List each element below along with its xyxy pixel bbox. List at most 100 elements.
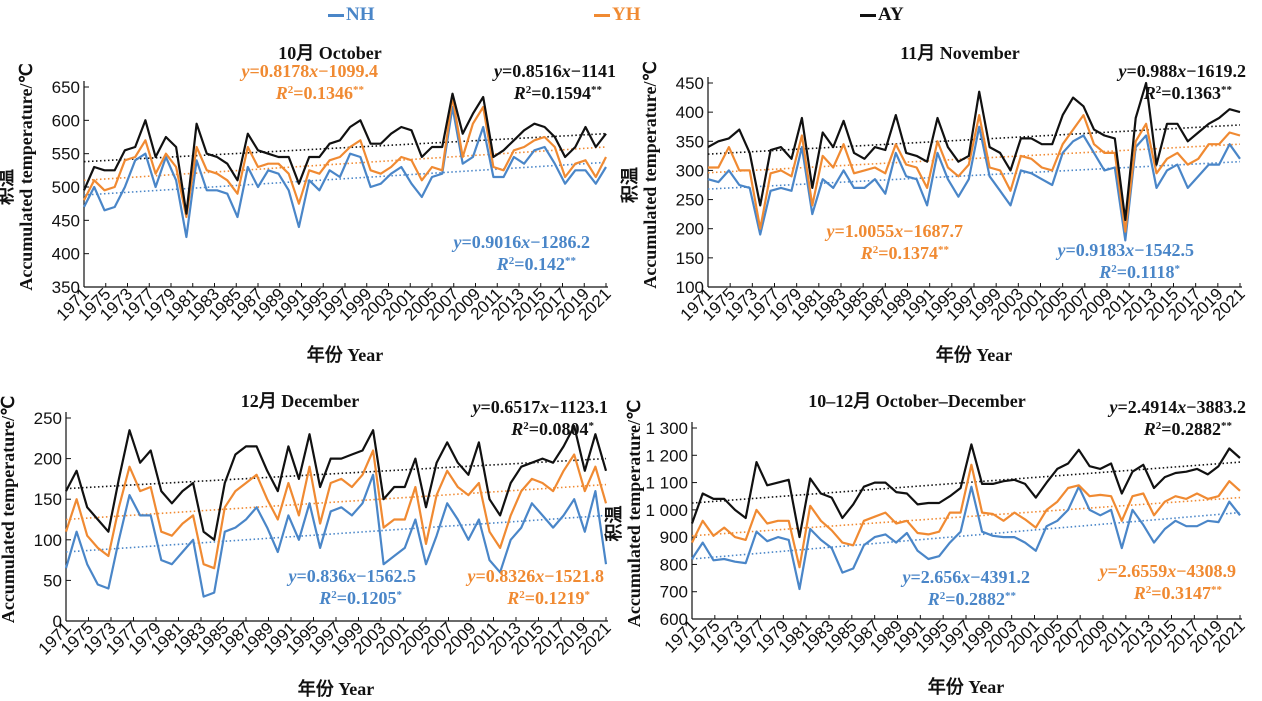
y-axis-title-en: Accumulated temperature/℃ — [624, 400, 644, 627]
regression-r2-yh: R2=0.3147** — [1133, 583, 1223, 603]
y-tick-label: 1 200 — [645, 446, 688, 465]
regression-equation-ay: y=2.4914x−3883.2 — [1107, 397, 1246, 417]
y-tick-label: 1 100 — [645, 474, 688, 493]
series-line-ay — [707, 81, 1241, 222]
series-line-nh — [64, 473, 608, 598]
regression-r2-nh: R2=0.142** — [496, 254, 577, 274]
y-tick-label: 50 — [43, 571, 62, 590]
chart-title: 10月 October — [278, 43, 381, 63]
legend-swatch-nh — [328, 13, 344, 17]
y-axis-title-cn: 积温 — [0, 169, 16, 205]
trendline-yh — [65, 483, 607, 521]
regression-r2-yh: R2=0.1346** — [275, 83, 365, 103]
y-tick-label: 600 — [52, 111, 80, 130]
regression-r2-yh: R2=0.1219* — [506, 588, 590, 608]
y-tick-label: 300 — [676, 161, 704, 180]
regression-r2-nh: R2=0.1205* — [318, 588, 402, 608]
x-axis-title: 年份 Year — [936, 344, 1012, 365]
y-axis-title-cn: 积温 — [620, 167, 640, 203]
y-tick-label: 100 — [34, 531, 62, 550]
trendline-ay — [707, 124, 1241, 155]
y-tick-label: 800 — [660, 555, 688, 574]
y-axis-title-cn: 积温 — [604, 506, 624, 542]
y-axis-title-en: Accumulated temperature/℃ — [0, 396, 18, 623]
trendline-ay — [83, 132, 607, 163]
regression-equation-yh: y=1.0055x−1687.7 — [824, 221, 963, 241]
regression-equation-yh: y=0.8326x−1521.8 — [465, 566, 604, 586]
y-tick-label: 400 — [676, 103, 704, 122]
series-line-ay — [82, 92, 607, 215]
y-tick-label: 1 000 — [645, 501, 688, 520]
legend: NH YH AY — [0, 4, 1262, 28]
y-tick-label: 650 — [52, 78, 80, 97]
regression-equation-ay: y=0.8516x−1141 — [492, 61, 616, 81]
trendline-nh — [707, 160, 1241, 190]
chart-title: 12月 December — [241, 391, 359, 411]
regression-r2-nh: R2=0.1118* — [1098, 262, 1180, 282]
y-tick-label: 1 300 — [645, 419, 688, 438]
legend-swatch-yh — [594, 13, 610, 17]
legend-label-yh: YH — [612, 4, 641, 25]
series-line-ay — [65, 425, 608, 541]
x-axis-title: 年份 Year — [928, 676, 1004, 697]
chart-panel-3: 12月 December0501001502002501971197519731… — [0, 391, 615, 699]
chart-title: 11月 November — [900, 43, 1019, 63]
y-tick-label: 150 — [676, 249, 704, 268]
chart-panel-2: 11月 November1001502002503003504004501971… — [620, 43, 1249, 365]
y-tick-label: 100 — [676, 278, 704, 297]
y-tick-label: 400 — [52, 245, 80, 264]
legend-item-ay: AY — [860, 4, 904, 26]
regression-r2-ay: R2=0.1363** — [1143, 83, 1233, 103]
y-tick-label: 700 — [660, 583, 688, 602]
x-axis-title: 年份 Year — [298, 678, 374, 699]
y-tick-label: 200 — [676, 220, 704, 239]
series-line-yh — [691, 463, 1241, 569]
legend-label-nh: NH — [346, 4, 375, 25]
y-tick-label: 250 — [34, 409, 62, 428]
legend-label-ay: AY — [878, 4, 904, 25]
series-line-yh — [708, 113, 1241, 233]
y-tick-label: 200 — [34, 450, 62, 469]
regression-equation-nh: y=0.9016x−1286.2 — [451, 232, 590, 252]
regression-r2-yh: R2=0.1374** — [860, 243, 950, 263]
legend-swatch-ay — [860, 13, 876, 17]
trendline-yh — [691, 496, 1241, 537]
y-axis-title-en: Accumulated temperature/℃ — [640, 61, 660, 288]
regression-equation-yh: y=0.8178x−1099.4 — [239, 61, 378, 81]
regression-equation-yh: y=2.6559x−4308.9 — [1097, 561, 1236, 581]
series-line-ay — [690, 443, 1241, 539]
chart-panel-4: 10–12月 October–December 600 700 800 900 1 000… — [604, 391, 1249, 697]
y-tick-label: 450 — [676, 74, 704, 93]
series-line-nh — [691, 485, 1241, 591]
regression-equation-nh: y=0.9183x−1542.5 — [1055, 240, 1194, 260]
y-tick-label: 150 — [34, 490, 62, 509]
y-tick-label: 450 — [52, 211, 80, 230]
y-tick-label: 250 — [676, 191, 704, 210]
y-tick-label: 0 — [53, 612, 62, 631]
regression-r2-ay: R2=0.1594** — [513, 83, 603, 103]
regression-r2-ay: R2=0.0804* — [510, 419, 594, 439]
legend-item-nh: NH — [328, 4, 375, 26]
y-tick-label: 900 — [660, 528, 688, 547]
series-line-yh — [83, 95, 607, 219]
y-tick-label: 350 — [52, 278, 80, 297]
series-line-nh — [707, 125, 1241, 242]
trendline-ay — [65, 457, 607, 490]
trendline-nh — [691, 511, 1241, 560]
y-tick-label: 500 — [52, 178, 80, 197]
series-line-yh — [64, 449, 608, 570]
regression-r2-nh: R2=0.2882** — [927, 589, 1017, 609]
chart-panel-1: 10月 October35040045050055060065019711975… — [0, 43, 616, 365]
chart-title: 10–12月 October–December — [808, 391, 1025, 411]
regression-equation-nh: y=2.656x−4391.2 — [900, 567, 1030, 587]
regression-r2-ay: R2=0.2882** — [1143, 419, 1233, 439]
y-axis-title-en: Accumulated temperature/℃ — [16, 63, 36, 290]
legend-item-yh: YH — [594, 4, 641, 26]
y-tick-label: 350 — [676, 132, 704, 151]
regression-equation-nh: y=0.836x−1562.5 — [286, 566, 416, 586]
regression-equation-ay: y=0.988x−1619.2 — [1116, 61, 1246, 81]
series-line-nh — [83, 105, 607, 239]
regression-equation-ay: y=0.6517x−1123.1 — [470, 397, 608, 417]
x-axis-title: 年份 Year — [307, 344, 383, 365]
